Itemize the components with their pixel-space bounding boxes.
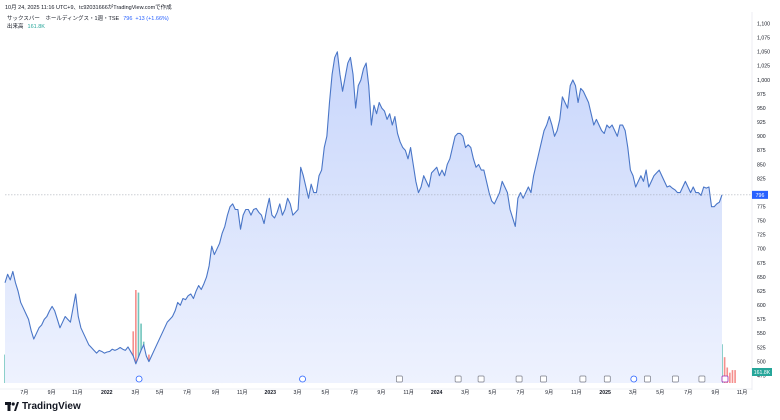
- time-tick-label: 2023: [265, 390, 277, 396]
- price-tick-label: 675: [757, 261, 766, 267]
- volume-value: 161.8K: [27, 24, 45, 30]
- price-tick-label: 850: [757, 162, 766, 168]
- dividend-marker-icon: [299, 375, 306, 383]
- time-tick-label: 11月: [571, 389, 582, 396]
- price-tick-label: 1,075: [757, 36, 770, 42]
- volume-bar: [137, 292, 140, 383]
- price-tick-label: 950: [757, 106, 766, 112]
- time-tick-label: 3月: [131, 389, 139, 396]
- axis-badges: 796 161.8K: [752, 190, 772, 376]
- dividend-marker-icon: [135, 375, 143, 383]
- price-tick-label: 525: [757, 345, 766, 351]
- time-tick-label: 9月: [377, 389, 385, 396]
- current-price-badge: 796: [756, 193, 765, 199]
- price-tick-label: 700: [757, 247, 766, 253]
- earnings-marker-icon: [579, 375, 587, 383]
- time-tick-label: 5月: [656, 389, 664, 396]
- time-tick-label: 9月: [48, 389, 56, 396]
- price-area-fill: [5, 51, 722, 384]
- brand-name: TradingView: [22, 401, 81, 412]
- time-tick-label: 11月: [737, 389, 748, 396]
- price-tick-label: 500: [757, 359, 766, 365]
- time-tick-label: 9月: [712, 389, 720, 396]
- earnings-marker-icon: [698, 375, 706, 383]
- tradingview-logo-icon: [5, 402, 19, 411]
- time-tick-label: 11月: [237, 389, 248, 396]
- time-tick-label: 9月: [545, 389, 553, 396]
- earnings-marker-icon: [540, 375, 547, 383]
- price-tick-label: 625: [757, 289, 766, 295]
- price-tick-label: 600: [757, 303, 766, 309]
- volume-bar: [734, 370, 736, 383]
- price-tick-label: 475: [757, 373, 766, 379]
- volume-bar: [723, 357, 726, 383]
- time-tick-label: 2022: [101, 390, 113, 396]
- volume-label: 出来高: [7, 24, 24, 30]
- time-axis[interactable]: 7月 9月 11月 2022 3月 5月 7月 9月 11月 2023 3月 5月 7月 9月 11月 202…: [0, 388, 752, 396]
- time-tick-label: 7月: [20, 389, 28, 396]
- time-tick-label: 5月: [156, 389, 164, 396]
- volume-legend: 出来高 161.8K: [7, 22, 45, 30]
- time-tick-label: 2024: [431, 390, 443, 396]
- price-line: [4, 51, 723, 365]
- time-tick-label: 3月: [294, 389, 302, 396]
- price-axis[interactable]: 475 500 525 550 575 600 625 650 675 700 725 750 775 8…: [751, 12, 770, 390]
- earnings-marker-icon: [644, 375, 651, 383]
- chart-created-note: 10月 24, 2025 11:16 UTC+9、tc92031666がTrad…: [5, 5, 172, 11]
- price-tick-label: 775: [757, 205, 766, 211]
- current-price: 796: [123, 16, 133, 22]
- time-tick-label: 11月: [403, 389, 414, 396]
- current-volume-badge: 161.8K: [754, 370, 771, 376]
- earnings-marker-icon: [454, 375, 462, 383]
- volume-bar: [135, 290, 137, 383]
- earnings-marker-icon: [672, 375, 679, 383]
- time-tick-label: 7月: [516, 389, 524, 396]
- volume-bar: [729, 372, 731, 383]
- price-tick-label: 925: [757, 120, 766, 126]
- tradingview-logo: TradingView: [5, 401, 81, 412]
- price-tick-label: 750: [757, 219, 766, 225]
- earnings-marker-icon: [603, 375, 611, 383]
- price-tick-label: 825: [757, 176, 766, 182]
- price-tick-label: 1,000: [757, 78, 770, 84]
- time-tick-label: 11月: [72, 389, 83, 396]
- price-tick-label: 650: [757, 275, 766, 281]
- price-change: +13 (+1.66%): [135, 16, 169, 22]
- earnings-marker-icon: [477, 375, 485, 383]
- time-tick-label: 9月: [212, 389, 220, 396]
- time-tick-label: 5月: [321, 389, 329, 396]
- price-tick-label: 875: [757, 148, 766, 154]
- time-tick-label: 3月: [629, 389, 637, 396]
- symbol-legend: サックスバー ホールディングス・1週・TSE 796 +13 (+1.66%): [7, 14, 169, 22]
- price-tick-label: 1,100: [757, 21, 770, 27]
- time-tick-label: 7月: [183, 389, 191, 396]
- event-markers: [135, 375, 729, 383]
- earnings-marker-icon: [515, 375, 523, 383]
- dividend-marker-icon: [630, 375, 638, 383]
- time-tick-label: 3月: [461, 389, 469, 396]
- time-tick-label: 7月: [684, 389, 692, 396]
- earnings-marker-icon: [396, 375, 403, 383]
- volume-bar: [726, 367, 729, 383]
- price-tick-label: 725: [757, 233, 766, 239]
- price-tick-label: 975: [757, 92, 766, 98]
- time-tick-label: 2025: [599, 390, 611, 396]
- symbol-title: サックスバー ホールディングス・1週・TSE: [7, 16, 120, 22]
- price-tick-label: 575: [757, 317, 766, 323]
- time-tick-label: 7月: [350, 389, 358, 396]
- time-tick-label: 5月: [489, 389, 497, 396]
- price-tick-label: 1,025: [757, 64, 770, 70]
- price-tick-label: 900: [757, 134, 766, 140]
- price-tick-label: 1,050: [757, 50, 770, 56]
- price-tick-label: 550: [757, 331, 766, 337]
- volume-bar: [731, 370, 734, 383]
- upcoming-earnings-marker-icon: [721, 375, 729, 383]
